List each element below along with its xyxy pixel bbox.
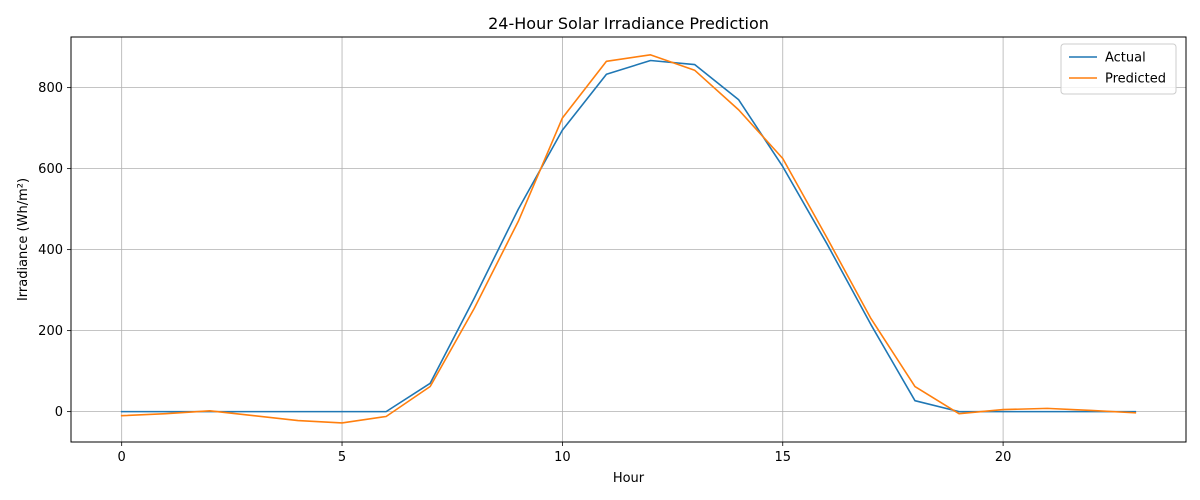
- x-tick-label: 0: [118, 450, 126, 465]
- legend: Actual Predicted: [1060, 43, 1177, 95]
- x-tick-label: 10: [554, 450, 571, 465]
- chart-title: 24-Hour Solar Irradiance Prediction: [488, 14, 769, 33]
- series-lines: [120, 54, 1137, 424]
- y-tick-label: 600: [38, 162, 63, 177]
- x-tick-label: 20: [995, 450, 1012, 465]
- x-axis-label: Hour: [613, 471, 645, 486]
- y-tick-label: 200: [38, 324, 63, 339]
- plot-frame: [70, 36, 1187, 443]
- y-axis-label: Irradiance (Wh/m²): [16, 178, 31, 301]
- series-line-predicted: [120, 54, 1137, 424]
- series-line-actual: [120, 59, 1137, 413]
- x-tick-label: 15: [774, 450, 791, 465]
- legend-label-predicted: Predicted: [1105, 72, 1166, 87]
- x-tick-label: 5: [338, 450, 346, 465]
- y-tick-label: 400: [38, 243, 63, 258]
- grid: [71, 37, 1186, 442]
- legend-label-actual: Actual: [1105, 51, 1146, 66]
- y-tick-label: 800: [38, 81, 63, 96]
- y-tick-label: 0: [55, 405, 63, 420]
